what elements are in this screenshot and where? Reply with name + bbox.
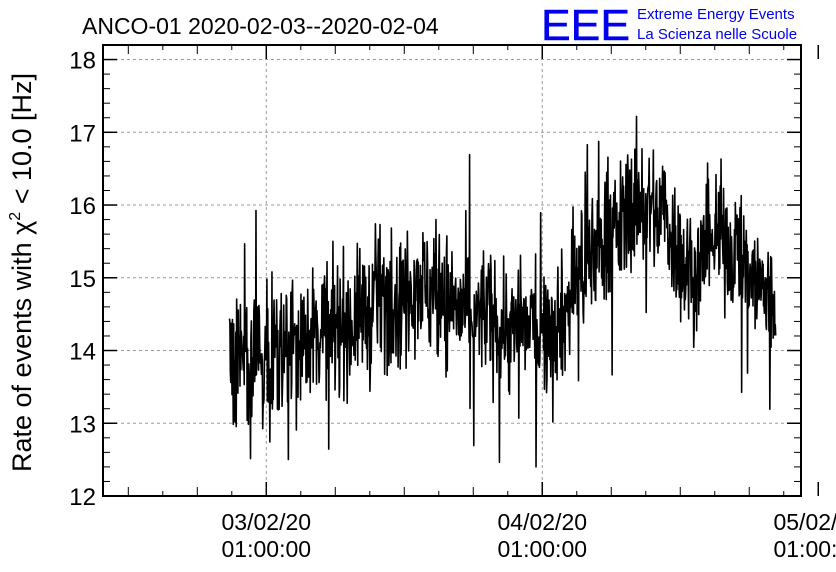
y-tick-label: 17 [69, 120, 96, 147]
y-tick-label: 15 [69, 266, 96, 293]
axis-ticks [103, 44, 819, 497]
y-tick-label: 18 [69, 48, 96, 75]
y-tick-label: 13 [69, 411, 96, 438]
y-axis-label-exp: 2 [7, 212, 24, 221]
x-tick-date: 04/02/20 [498, 509, 588, 535]
x-tick-date: 05/02/20 [773, 509, 836, 535]
x-tick-date: 03/02/20 [222, 509, 312, 535]
chart-title: ANCO-01 2020-02-03--2020-02-04 [82, 13, 439, 39]
x-tick-time: 01:00:00 [498, 536, 588, 562]
y-axis-label: Rate of events with χ2 < 10.0 [Hz] [7, 73, 37, 472]
x-tick-time: 01:00:00 [773, 536, 836, 562]
eee-logo: EEE Extreme Energy Events La Scienza nel… [541, 1, 797, 51]
y-tick-label: 12 [69, 484, 96, 511]
x-tick-labels: 03/02/2001:00:0004/02/2001:00:0005/02/20… [222, 509, 836, 562]
eee-logo-line2: La Scienza nelle Scuole [637, 26, 797, 43]
y-tick-label: 16 [69, 193, 96, 220]
y-tick-label: 14 [69, 339, 96, 366]
plot-frame [102, 44, 802, 497]
y-axis-label-prefix: Rate of events with [7, 235, 37, 472]
y-axis-label-suffix: < 10.0 [Hz] [7, 73, 37, 212]
y-tick-labels: 12 13 14 15 16 17 18 [69, 48, 96, 511]
y-axis-label-chi: χ [7, 221, 37, 235]
series-line-rate [228, 115, 777, 468]
eee-logo-line1: Extreme Energy Events [637, 6, 795, 23]
eee-logo-letters: EEE [541, 1, 630, 50]
x-tick-time: 01:00:00 [222, 536, 312, 562]
